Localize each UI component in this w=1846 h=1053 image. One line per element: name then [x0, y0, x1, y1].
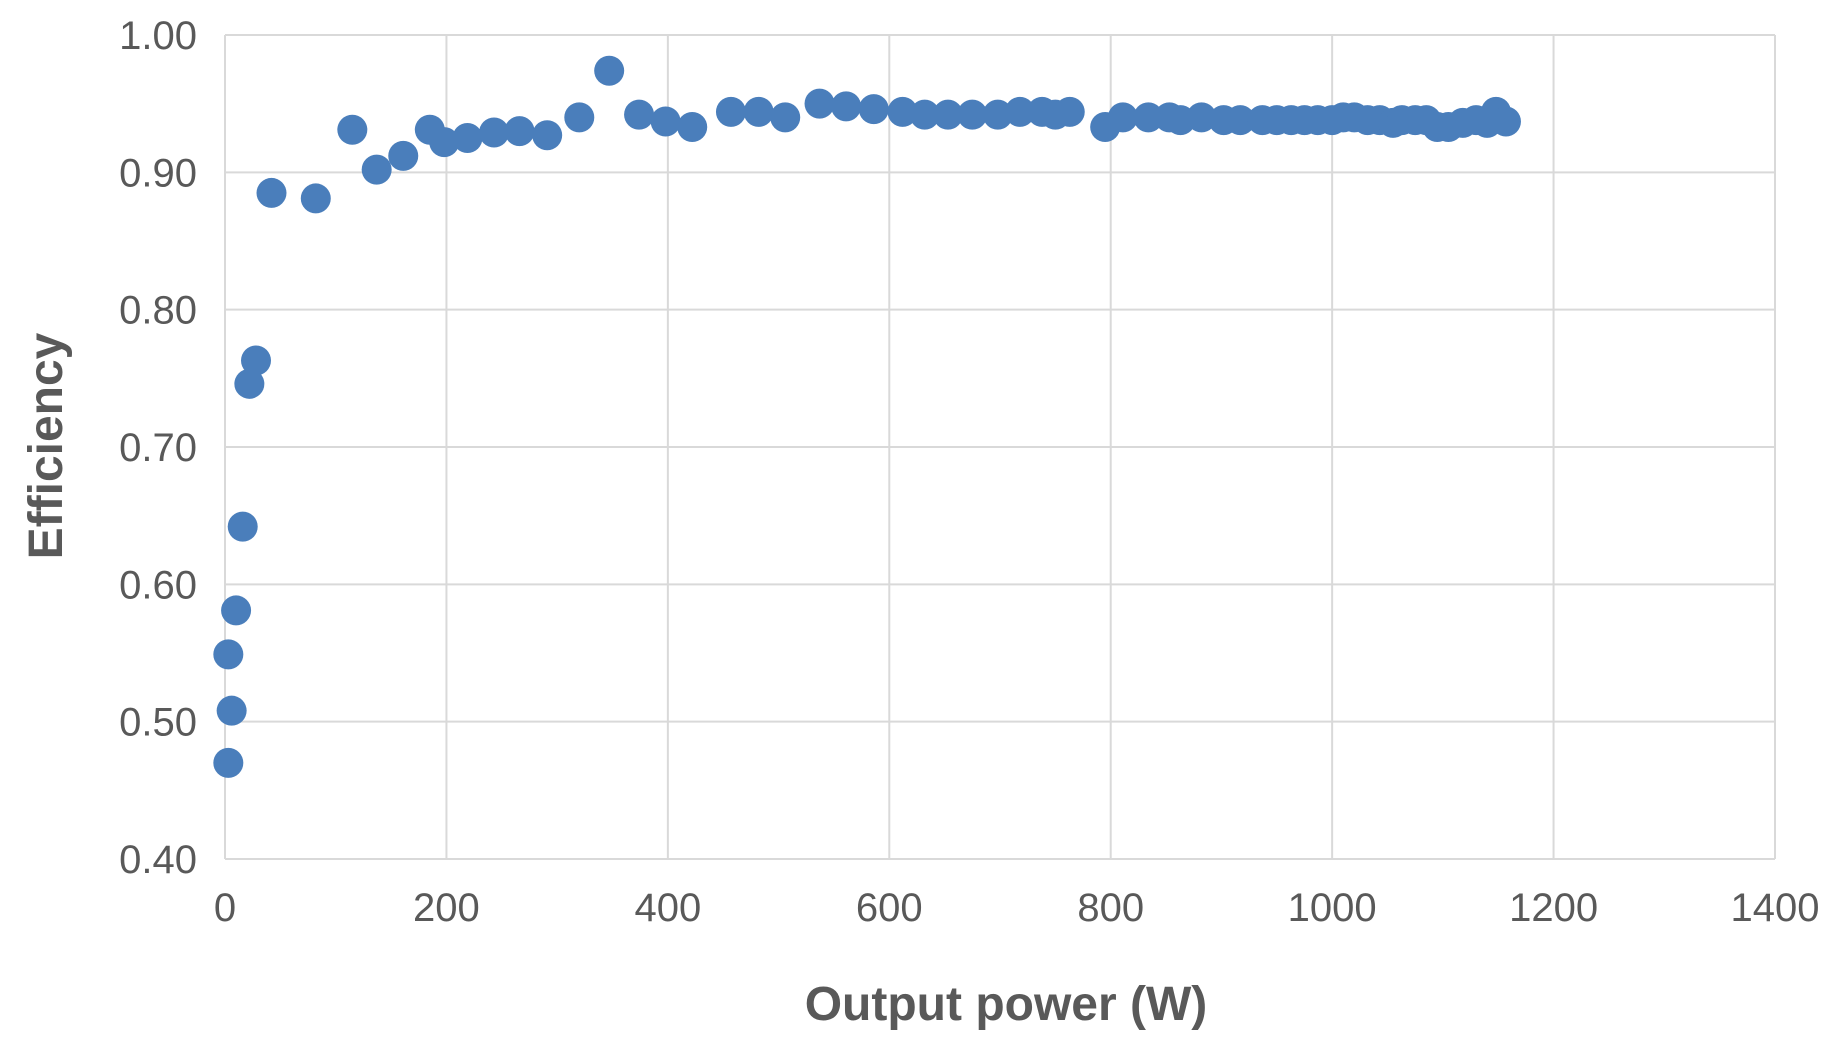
- data-point: [504, 116, 535, 147]
- x-tick-label: 200: [413, 886, 480, 930]
- y-tick-label: 0.80: [119, 289, 197, 333]
- data-point: [1054, 96, 1085, 127]
- x-tick-label: 1400: [1731, 886, 1820, 930]
- data-point: [982, 99, 1013, 130]
- data-point: [677, 112, 708, 143]
- grid: [224, 34, 1776, 860]
- data-point: [957, 99, 988, 130]
- data-point: [932, 99, 963, 130]
- data-point: [213, 639, 244, 670]
- data-point: [221, 595, 252, 626]
- data-point: [743, 96, 774, 127]
- data-point: [715, 96, 746, 127]
- data-point: [532, 120, 563, 151]
- data-point: [216, 695, 247, 726]
- data-point: [650, 106, 681, 137]
- data-point: [804, 88, 835, 119]
- y-axis-ticks: 0.40 0.50 0.60 0.70 0.80 0.90 1.00: [119, 14, 197, 882]
- x-tick-label: 1000: [1288, 886, 1377, 930]
- y-tick-label: 0.50: [119, 701, 197, 745]
- y-tick-label: 0.70: [119, 426, 197, 470]
- y-tick-label: 0.90: [119, 151, 197, 195]
- x-tick-label: 800: [1077, 886, 1144, 930]
- x-tick-label: 400: [634, 886, 701, 930]
- y-axis-title: Efficiency: [20, 332, 73, 559]
- data-point: [256, 177, 287, 208]
- data-point: [227, 511, 258, 542]
- data-point: [300, 183, 331, 214]
- x-axis-ticks: 0 200 400 600 800 1000 1200 1400: [214, 886, 1820, 930]
- data-point: [887, 96, 918, 127]
- y-tick-label: 0.40: [119, 838, 197, 882]
- y-tick-label: 1.00: [119, 14, 197, 58]
- x-tick-label: 0: [214, 886, 236, 930]
- data-point: [1133, 102, 1164, 133]
- data-point: [388, 140, 419, 171]
- data-point: [858, 94, 889, 125]
- data-point: [452, 123, 483, 153]
- data-point: [1107, 102, 1138, 133]
- data-point: [1186, 102, 1217, 133]
- data-point: [361, 154, 392, 185]
- x-tick-label: 600: [856, 886, 923, 930]
- data-point: [1490, 106, 1521, 137]
- data-point: [564, 102, 595, 133]
- data-point: [624, 99, 655, 130]
- data-point: [234, 368, 265, 399]
- data-point: [909, 99, 940, 130]
- data-point: [1004, 96, 1035, 127]
- data-point: [213, 747, 244, 778]
- data-point: [1225, 105, 1256, 136]
- x-tick-label: 1200: [1509, 886, 1598, 930]
- data-point: [770, 102, 801, 133]
- data-point: [594, 55, 625, 86]
- x-axis-title: Output power (W): [805, 978, 1208, 1031]
- y-tick-label: 0.60: [119, 563, 197, 607]
- data-point: [337, 114, 368, 145]
- data-points: [213, 55, 1521, 778]
- data-point: [831, 91, 862, 122]
- data-point: [429, 127, 460, 158]
- data-point: [479, 117, 510, 148]
- data-point: [241, 345, 271, 376]
